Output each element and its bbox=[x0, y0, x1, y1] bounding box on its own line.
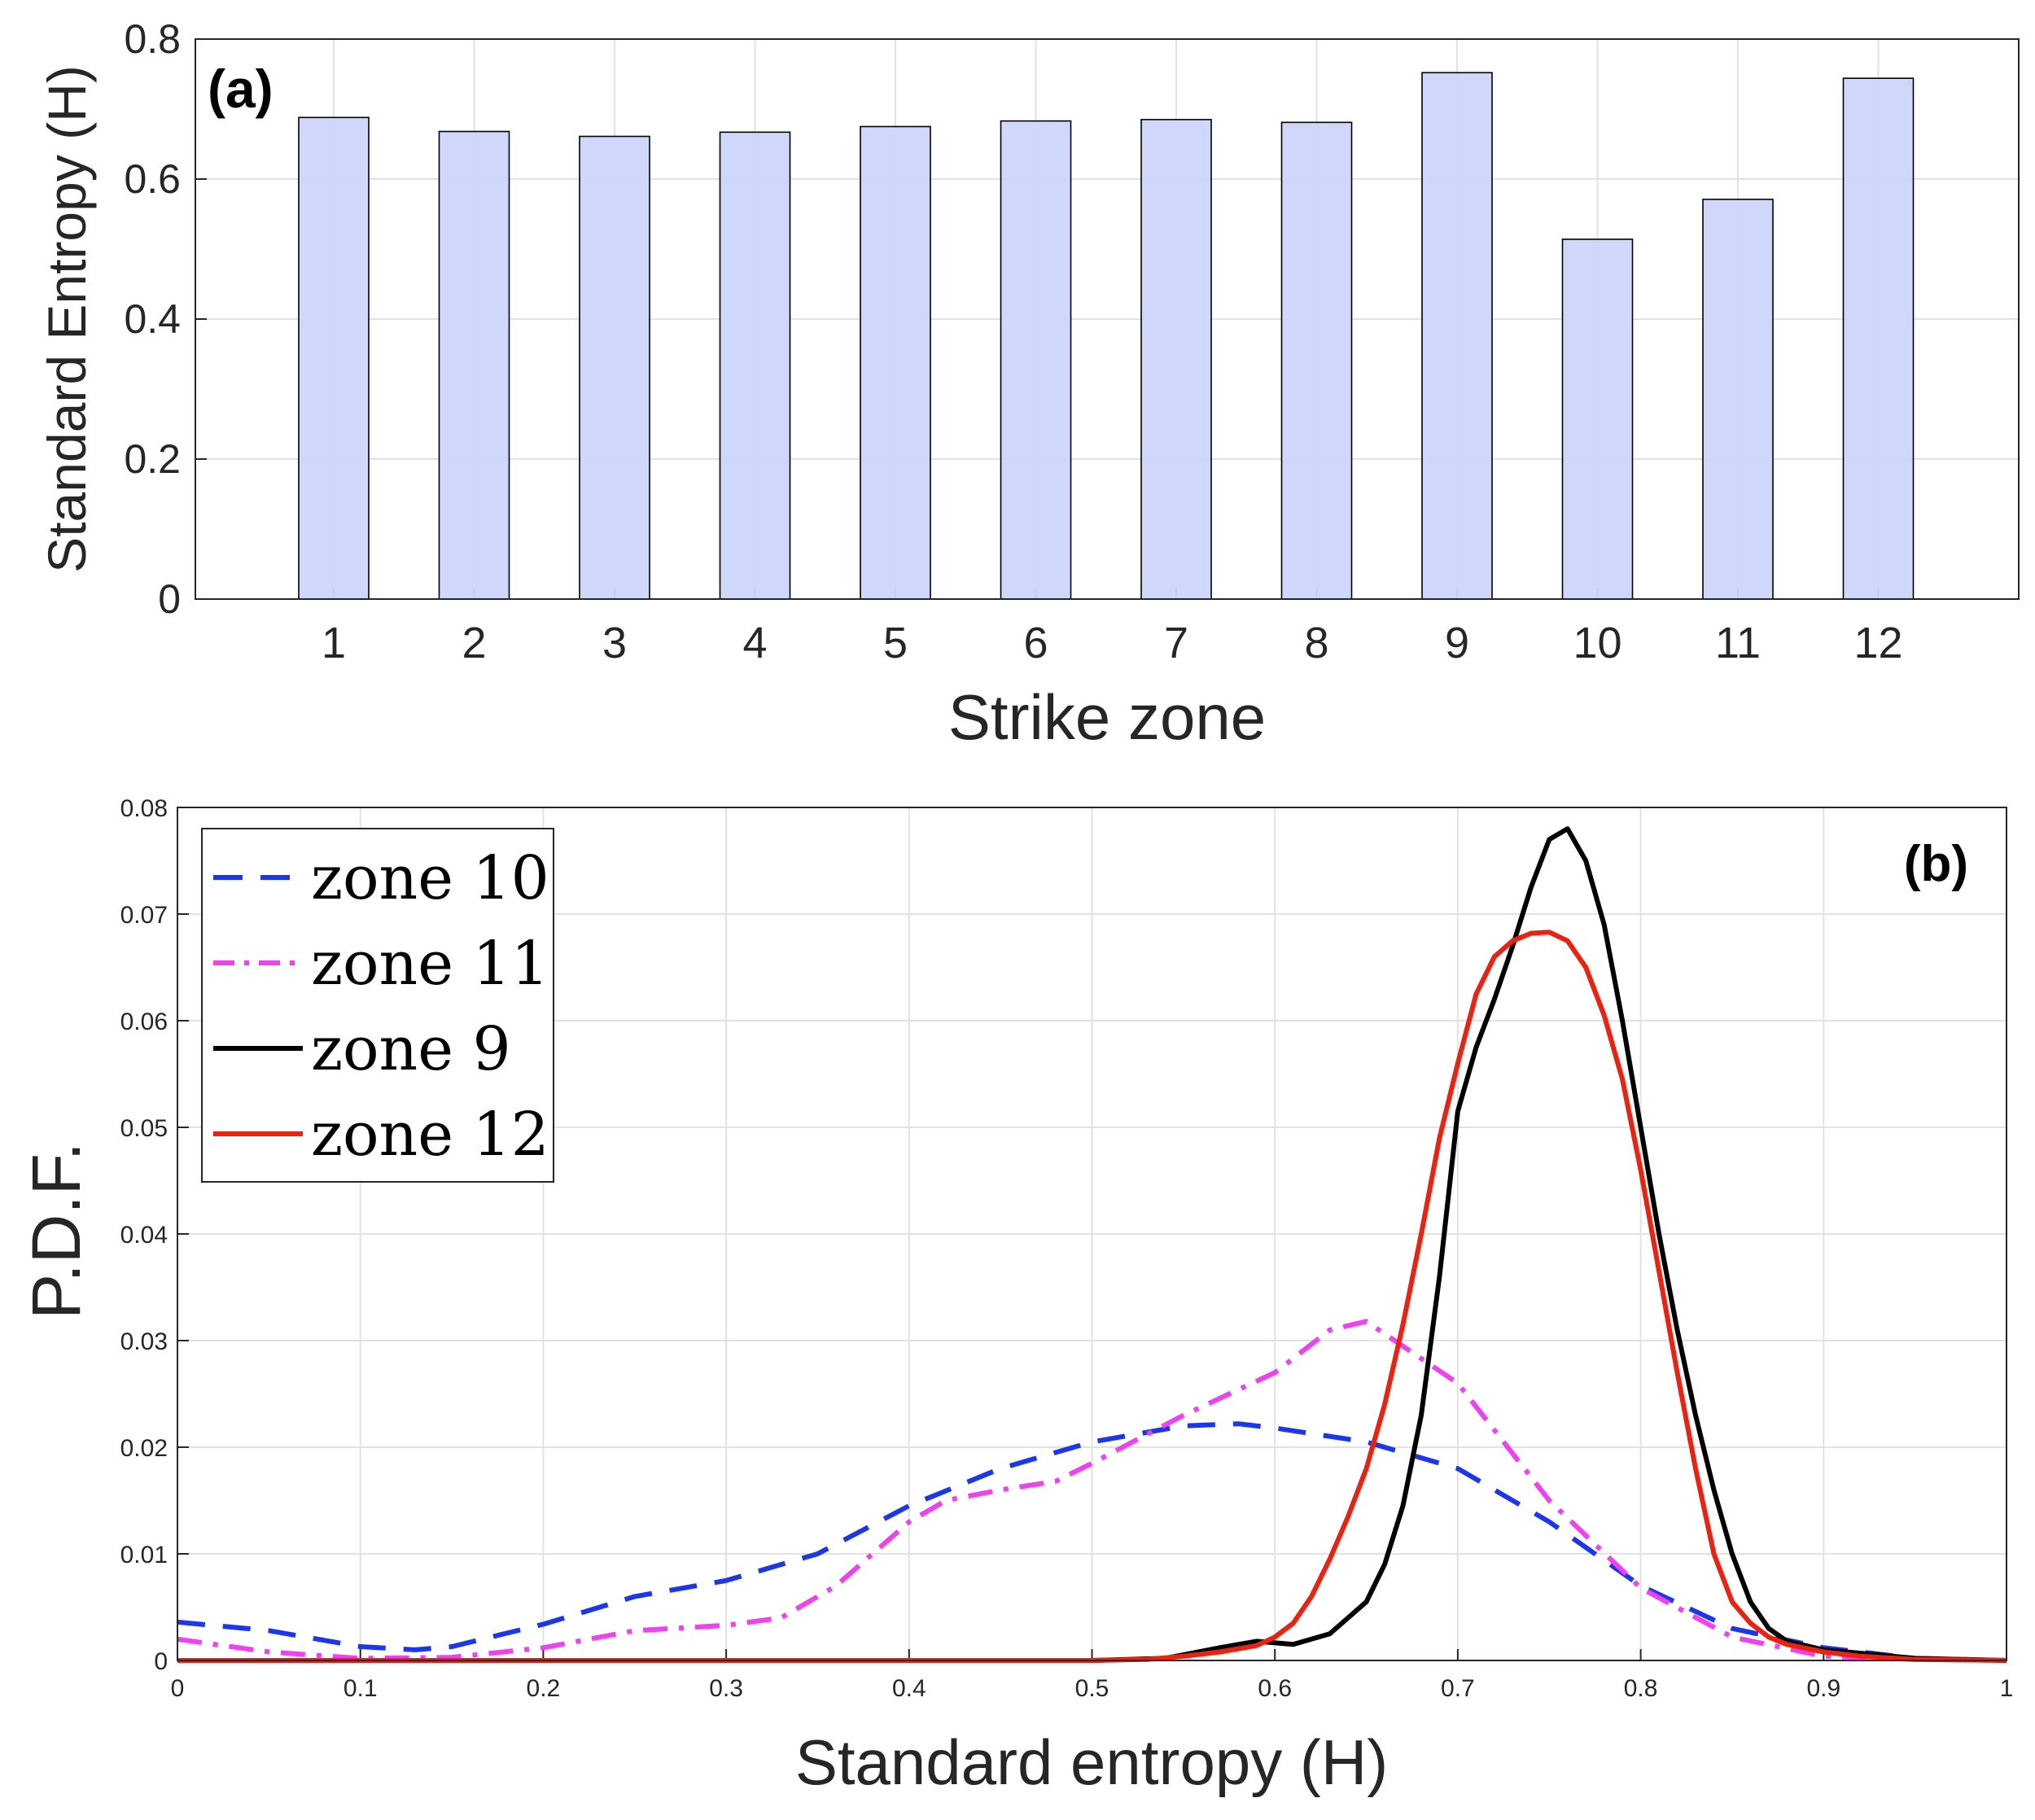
x-tick-label: 5 bbox=[883, 619, 908, 667]
x-tick-labels: 0 0.1 0.2 0.3 0.4 0.5 0.6 0.7 0.8 0.9 1 bbox=[171, 1675, 2014, 1702]
legend-label: zone 9 bbox=[311, 1014, 511, 1084]
bar-zone-3 bbox=[579, 135, 650, 600]
density-curves bbox=[177, 826, 2007, 1663]
x-tick-label: 0.2 bbox=[527, 1675, 561, 1702]
panel-label-b: (b) bbox=[1904, 836, 1968, 892]
y-axis-label: Standard Entropy (H) bbox=[37, 65, 97, 573]
y-tick-label: 0.06 bbox=[120, 1008, 168, 1035]
bar-chart-panel: 00.20.40.60.8 1 2 3 4 5 6 7 8 9 10 11 12 (a) Standa… bbox=[37, 16, 2020, 753]
x-tick-label: 9 bbox=[1445, 619, 1469, 667]
x-tick-label: 0.1 bbox=[344, 1675, 378, 1702]
legend-box bbox=[201, 828, 554, 1183]
bar-series bbox=[298, 72, 1915, 600]
x-tick-label: 0.5 bbox=[1075, 1675, 1109, 1702]
x-tick-label: 4 bbox=[742, 619, 767, 667]
bar-zone-9 bbox=[1421, 72, 1493, 600]
bar-zone-12 bbox=[1842, 77, 1915, 600]
x-tick-label: 7 bbox=[1164, 619, 1188, 667]
line-chart-panel: 0 0.01 0.02 0.03 0.04 0.05 0.06 0.07 0.08 0 0.1 0.… bbox=[18, 795, 2013, 1798]
bar-zone-7 bbox=[1140, 119, 1212, 600]
y-tick-label: 0.2 bbox=[124, 436, 181, 482]
bar-zone-11 bbox=[1702, 199, 1774, 600]
curve-zone-12 bbox=[177, 930, 2007, 1663]
plot-frame bbox=[195, 38, 2020, 600]
legend-label: zone 11 bbox=[311, 929, 549, 999]
bar-zone-5 bbox=[860, 125, 931, 600]
x-tick-label: 2 bbox=[462, 619, 486, 667]
x-tick-label: 0.9 bbox=[1806, 1675, 1840, 1702]
bar-zone-4 bbox=[719, 131, 791, 600]
x-tick-label: 8 bbox=[1304, 619, 1328, 667]
y-tick-label: 0.02 bbox=[120, 1435, 168, 1462]
y-axis-label: P.D.F. bbox=[18, 1142, 94, 1319]
x-tick-label: 0.8 bbox=[1624, 1675, 1658, 1702]
x-tick-label: 0.4 bbox=[892, 1675, 926, 1702]
legend-label: zone 10 bbox=[311, 843, 549, 913]
bar-zone-8 bbox=[1280, 121, 1353, 600]
y-tick-label: 0.8 bbox=[124, 16, 181, 62]
x-tick-label: 0.3 bbox=[709, 1675, 743, 1702]
curve-zone-9 bbox=[177, 826, 2007, 1663]
bar-zone-2 bbox=[438, 130, 510, 600]
bar-zone-1 bbox=[298, 116, 370, 600]
x-tick-label: 3 bbox=[602, 619, 627, 667]
curve-zone-10 bbox=[177, 1421, 2007, 1663]
y-tick-label: 0.6 bbox=[124, 156, 181, 202]
x-tick-label: 11 bbox=[1715, 619, 1761, 667]
legend-label: zone 12 bbox=[311, 1100, 549, 1170]
y-tick-labels: 0 0.2 0.4 0.6 0.8 bbox=[124, 16, 181, 622]
x-tick-label: 12 bbox=[1853, 619, 1902, 667]
y-tick-label: 0 bbox=[154, 1648, 168, 1675]
y-tick-label: 0.03 bbox=[120, 1328, 168, 1355]
y-tick-label: 0 bbox=[158, 576, 181, 622]
x-tick-label: 1 bbox=[322, 619, 346, 667]
x-tick-label: 6 bbox=[1023, 619, 1048, 667]
y-tick-label: 0.01 bbox=[120, 1542, 168, 1568]
x-tick-label: 0 bbox=[171, 1675, 185, 1702]
curve-zone-11 bbox=[177, 1319, 2007, 1663]
x-tick-label: 10 bbox=[1573, 619, 1621, 667]
plot-frame bbox=[177, 807, 2007, 1661]
x-tick-labels: 1 2 3 4 5 6 7 8 9 10 11 12 bbox=[322, 619, 1903, 667]
y-tick-label: 0.07 bbox=[120, 902, 168, 929]
y-tick-label: 0.4 bbox=[124, 296, 181, 342]
legend: zone 10 zone 11 zone 9 zone 12 bbox=[201, 828, 554, 1183]
x-tick-label: 1 bbox=[2000, 1675, 2014, 1702]
y-tick-label: 0.04 bbox=[120, 1222, 168, 1249]
y-tick-label: 0.08 bbox=[120, 795, 168, 822]
y-tick-label: 0.05 bbox=[120, 1115, 168, 1142]
x-axis-label: Standard entropy (H) bbox=[795, 1726, 1388, 1798]
bar-zone-10 bbox=[1561, 238, 1634, 600]
bar-zone-6 bbox=[1000, 120, 1072, 600]
x-tick-label: 0.7 bbox=[1441, 1675, 1475, 1702]
x-axis-label: Strike zone bbox=[948, 681, 1266, 753]
y-tick-labels: 0 0.01 0.02 0.03 0.04 0.05 0.06 0.07 0.08 bbox=[120, 795, 168, 1675]
x-tick-label: 0.6 bbox=[1258, 1675, 1292, 1702]
panel-label-a: (a) bbox=[208, 59, 274, 119]
